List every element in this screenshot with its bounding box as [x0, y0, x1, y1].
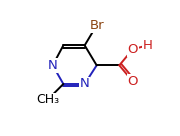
Text: O: O: [127, 43, 138, 56]
Text: H: H: [142, 39, 152, 52]
Text: O: O: [127, 75, 138, 88]
Text: N: N: [48, 59, 58, 72]
Text: N: N: [80, 78, 89, 90]
Text: CH₃: CH₃: [36, 93, 59, 106]
Text: Br: Br: [89, 19, 104, 32]
